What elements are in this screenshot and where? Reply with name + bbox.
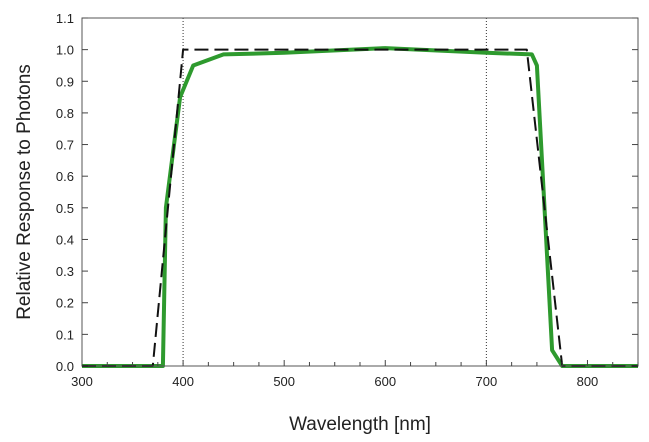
y-tick-label: 0.1 — [56, 327, 74, 342]
y-tick-label: 0.9 — [56, 74, 74, 89]
y-axis-label: Relative Response to Photons — [14, 64, 35, 320]
green-series-line — [82, 46, 638, 368]
y-tick-label: 0.3 — [56, 264, 74, 279]
x-tick-label: 700 — [476, 374, 498, 389]
y-tick-label: 0.8 — [56, 106, 74, 121]
y-tick-label: 1.1 — [56, 11, 74, 26]
x-axis-label: Wavelength [nm] — [289, 414, 431, 435]
y-tick-label: 0.7 — [56, 138, 74, 153]
y-tick-label: 0.0 — [56, 359, 74, 374]
y-tick-label: 0.2 — [56, 296, 74, 311]
x-tick-label: 400 — [172, 374, 194, 389]
y-tick-label: 0.4 — [56, 232, 74, 247]
x-tick-label: 800 — [577, 374, 599, 389]
x-tick-label: 600 — [374, 374, 396, 389]
y-tick-label: 0.5 — [56, 201, 74, 216]
x-tick-label: 500 — [273, 374, 295, 389]
x-tick-label: 300 — [71, 374, 93, 389]
y-tick-label: 0.6 — [56, 169, 74, 184]
y-tick-label: 1.0 — [56, 43, 74, 58]
